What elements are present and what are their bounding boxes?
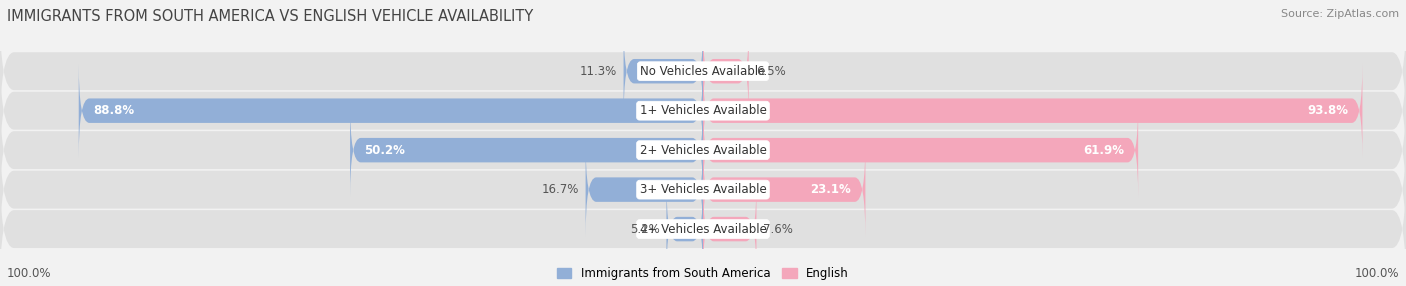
Text: 2+ Vehicles Available: 2+ Vehicles Available xyxy=(640,144,766,157)
Text: 100.0%: 100.0% xyxy=(7,267,52,280)
Legend: Immigrants from South America, English: Immigrants from South America, English xyxy=(557,267,849,280)
FancyBboxPatch shape xyxy=(586,143,703,237)
Text: No Vehicles Available: No Vehicles Available xyxy=(640,65,766,78)
FancyBboxPatch shape xyxy=(703,143,866,237)
FancyBboxPatch shape xyxy=(0,51,1406,171)
Text: 5.2%: 5.2% xyxy=(630,223,659,236)
Text: 3+ Vehicles Available: 3+ Vehicles Available xyxy=(640,183,766,196)
Text: 1+ Vehicles Available: 1+ Vehicles Available xyxy=(640,104,766,117)
Text: 88.8%: 88.8% xyxy=(93,104,134,117)
Text: 93.8%: 93.8% xyxy=(1308,104,1348,117)
FancyBboxPatch shape xyxy=(703,182,756,276)
Text: 4+ Vehicles Available: 4+ Vehicles Available xyxy=(640,223,766,236)
FancyBboxPatch shape xyxy=(0,130,1406,250)
Text: 11.3%: 11.3% xyxy=(579,65,616,78)
FancyBboxPatch shape xyxy=(350,103,703,197)
FancyBboxPatch shape xyxy=(666,182,703,276)
Text: 100.0%: 100.0% xyxy=(1354,267,1399,280)
Text: 6.5%: 6.5% xyxy=(756,65,786,78)
Text: 7.6%: 7.6% xyxy=(763,223,793,236)
Text: Source: ZipAtlas.com: Source: ZipAtlas.com xyxy=(1281,9,1399,19)
FancyBboxPatch shape xyxy=(703,64,1362,158)
FancyBboxPatch shape xyxy=(703,103,1139,197)
FancyBboxPatch shape xyxy=(79,64,703,158)
FancyBboxPatch shape xyxy=(703,24,749,118)
FancyBboxPatch shape xyxy=(0,169,1406,286)
Text: IMMIGRANTS FROM SOUTH AMERICA VS ENGLISH VEHICLE AVAILABILITY: IMMIGRANTS FROM SOUTH AMERICA VS ENGLISH… xyxy=(7,9,533,23)
Text: 16.7%: 16.7% xyxy=(541,183,579,196)
FancyBboxPatch shape xyxy=(0,11,1406,131)
Text: 50.2%: 50.2% xyxy=(364,144,405,157)
FancyBboxPatch shape xyxy=(624,24,703,118)
Text: 23.1%: 23.1% xyxy=(811,183,852,196)
FancyBboxPatch shape xyxy=(0,90,1406,210)
Text: 61.9%: 61.9% xyxy=(1083,144,1125,157)
